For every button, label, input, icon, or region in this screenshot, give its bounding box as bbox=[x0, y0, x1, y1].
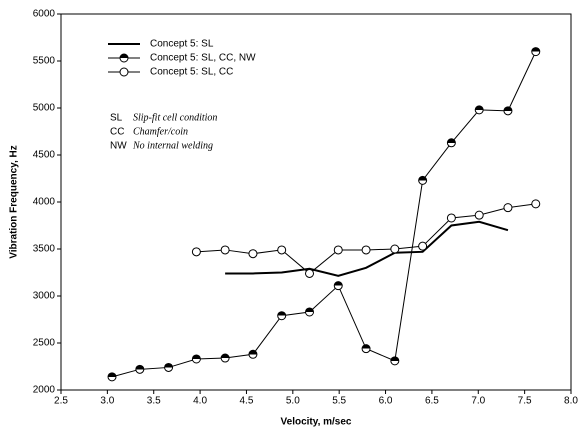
marker bbox=[191, 247, 201, 257]
x-axis-title: Velocity, m/sec bbox=[281, 417, 352, 428]
y-tick-label: 2500 bbox=[33, 338, 56, 349]
annotation-text: No internal welding bbox=[132, 140, 213, 151]
annotation-text: Chamfer/coin bbox=[133, 126, 188, 137]
y-tick-label: 4000 bbox=[33, 197, 56, 208]
legend-marker bbox=[119, 53, 129, 63]
marker bbox=[248, 349, 258, 359]
marker bbox=[418, 175, 428, 185]
marker bbox=[277, 245, 287, 255]
annotation-text: Slip-fit cell condition bbox=[133, 112, 217, 123]
x-tick-label: 4.5 bbox=[240, 396, 254, 407]
x-tick-label: 8.0 bbox=[564, 396, 578, 407]
marker bbox=[164, 362, 174, 372]
legend-label: Concept 5: SL, CC, NW bbox=[150, 53, 256, 64]
series-line bbox=[196, 203, 536, 275]
y-tick-label: 4500 bbox=[33, 150, 56, 161]
marker bbox=[390, 356, 400, 366]
x-tick-label: 3.5 bbox=[147, 396, 161, 407]
marker bbox=[305, 268, 315, 278]
legend-marker bbox=[119, 67, 129, 77]
x-tick-label: 6.5 bbox=[425, 396, 439, 407]
x-tick-label: 7.0 bbox=[471, 396, 485, 407]
y-tick-label: 5500 bbox=[33, 56, 56, 67]
legend-label: Concept 5: SL, CC bbox=[150, 67, 233, 78]
x-tick-label: 4.0 bbox=[193, 396, 207, 407]
marker bbox=[277, 311, 287, 321]
marker bbox=[418, 241, 428, 251]
series-line bbox=[225, 220, 509, 277]
marker bbox=[503, 203, 513, 213]
y-tick-label: 3500 bbox=[33, 244, 56, 255]
marker bbox=[361, 245, 371, 255]
annotation-abbr: NW bbox=[110, 141, 127, 152]
legend-label: Concept 5: SL bbox=[150, 39, 214, 50]
marker bbox=[135, 364, 145, 374]
marker bbox=[305, 307, 315, 317]
marker bbox=[503, 106, 513, 116]
marker bbox=[361, 344, 371, 354]
marker bbox=[531, 199, 541, 209]
x-tick-label: 3.0 bbox=[100, 396, 114, 407]
y-tick-label: 6000 bbox=[33, 9, 56, 20]
plot-frame bbox=[60, 13, 572, 391]
x-tick-label: 7.5 bbox=[518, 396, 532, 407]
marker bbox=[248, 249, 258, 259]
x-tick-label: 5.5 bbox=[332, 396, 346, 407]
marker bbox=[220, 245, 230, 255]
y-axis-title: Vibration Frequency, Hz bbox=[9, 145, 20, 259]
x-tick-label: 2.5 bbox=[54, 396, 68, 407]
marker bbox=[446, 138, 456, 148]
marker bbox=[107, 372, 117, 382]
marker bbox=[333, 281, 343, 291]
x-tick-label: 5.0 bbox=[286, 396, 300, 407]
marker bbox=[474, 105, 484, 115]
y-tick-label: 3000 bbox=[33, 291, 56, 302]
marker bbox=[333, 245, 343, 255]
marker bbox=[531, 47, 541, 57]
marker bbox=[390, 244, 400, 254]
y-tick-label: 2000 bbox=[33, 385, 56, 396]
annotation-abbr: CC bbox=[110, 127, 124, 138]
annotation-abbr: SL bbox=[110, 113, 123, 124]
y-tick-label: 5000 bbox=[33, 103, 56, 114]
series-line bbox=[111, 51, 537, 378]
marker bbox=[474, 210, 484, 220]
marker bbox=[446, 213, 456, 223]
marker bbox=[191, 354, 201, 364]
marker bbox=[220, 353, 230, 363]
x-tick-label: 6.0 bbox=[379, 396, 393, 407]
